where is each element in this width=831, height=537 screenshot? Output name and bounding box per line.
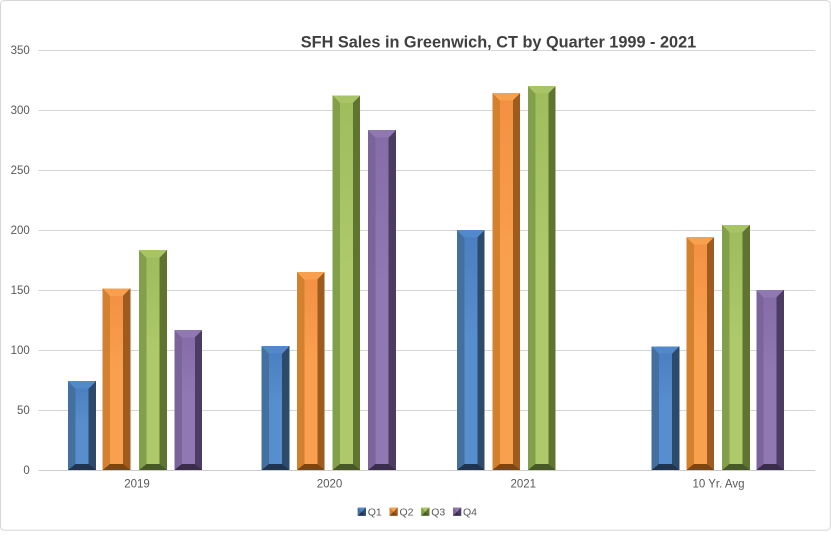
svg-text:2019: 2019 [124, 479, 150, 491]
svg-text:350: 350 [11, 45, 30, 57]
svg-text:Q3: Q3 [431, 506, 445, 518]
svg-text:Q1: Q1 [368, 506, 382, 518]
svg-text:150: 150 [11, 285, 30, 297]
svg-text:2021: 2021 [511, 479, 537, 491]
svg-text:100: 100 [11, 345, 30, 357]
svg-text:Q4: Q4 [463, 506, 477, 518]
svg-text:10 Yr. Avg: 10 Yr. Avg [692, 479, 744, 491]
svg-text:SFH Sales in Greenwich, CT by: SFH Sales in Greenwich, CT by Quarter 19… [301, 34, 696, 52]
svg-text:50: 50 [17, 405, 30, 417]
svg-text:2020: 2020 [317, 479, 343, 491]
svg-text:200: 200 [11, 225, 30, 237]
svg-text:250: 250 [11, 165, 30, 177]
svg-text:0: 0 [23, 465, 29, 477]
svg-text:300: 300 [11, 105, 30, 117]
svg-text:Q2: Q2 [400, 506, 414, 518]
